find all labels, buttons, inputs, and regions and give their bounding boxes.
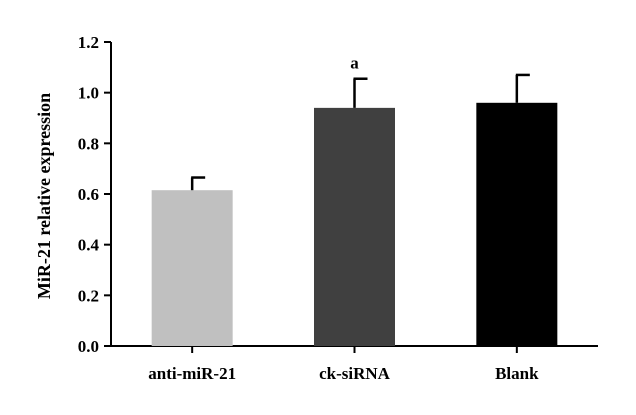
y-tick-label: 1.0 — [78, 84, 99, 103]
y-tick-label: 0.0 — [78, 337, 99, 356]
y-tick-label: 1.2 — [78, 33, 99, 52]
y-tick-label: 0.2 — [78, 286, 99, 305]
bars — [151, 102, 558, 346]
bar-anti-miR-21 — [151, 190, 233, 346]
error-bars — [190, 73, 530, 191]
category-label: anti-miR-21 — [148, 364, 236, 383]
category-label: ck-siRNA — [319, 364, 391, 383]
y-tick-label: 0.6 — [78, 185, 99, 204]
y-tick-label: 0.8 — [78, 134, 99, 153]
bar-Blank — [476, 102, 558, 346]
significance-annotation: a — [350, 54, 359, 73]
category-label: Blank — [495, 364, 539, 383]
labels: anti-miR-21 ck-siRNA a Blank — [148, 54, 539, 383]
y-axis-label: MiR-21 relative expression — [34, 93, 54, 299]
bar-ck-siRNA — [314, 107, 395, 346]
y-tick-label: 0.4 — [78, 236, 100, 255]
